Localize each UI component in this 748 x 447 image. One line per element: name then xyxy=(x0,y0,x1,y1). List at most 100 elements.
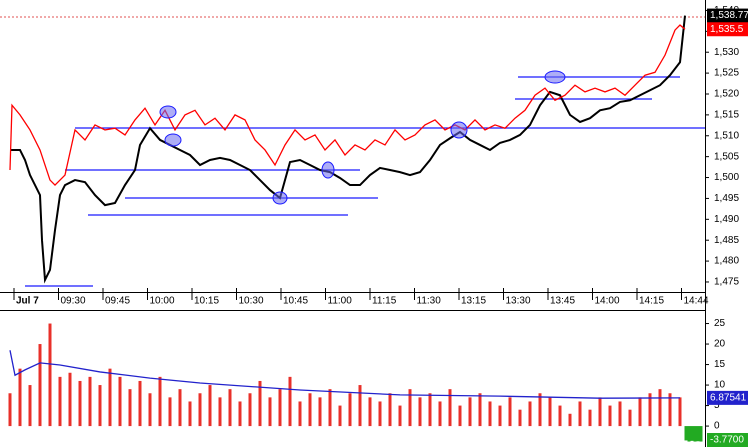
bar xyxy=(108,368,112,427)
bar xyxy=(98,385,102,427)
overlay: 1,538.77 1,535.5 6.87541 -3.7700 xyxy=(707,8,748,447)
bar xyxy=(378,401,382,427)
bar xyxy=(308,393,312,427)
bar xyxy=(218,397,222,427)
x-tick-label: 13:45 xyxy=(550,296,575,307)
x-tick-label: 09:30 xyxy=(61,296,86,307)
bar xyxy=(418,397,422,427)
y-tick-label: 1,515 xyxy=(714,110,739,121)
bar xyxy=(458,405,462,427)
bar xyxy=(608,405,612,427)
x-tick-label: 10:45 xyxy=(283,296,308,307)
bar xyxy=(368,397,372,427)
x-tick-label: 11:30 xyxy=(417,296,442,307)
y-tick-label: 1,485 xyxy=(714,235,739,246)
series-line xyxy=(9,350,681,399)
bar xyxy=(118,376,122,427)
bar xyxy=(498,405,502,427)
y-tick-label: 1,505 xyxy=(714,151,739,162)
bar xyxy=(208,385,212,427)
x-tick-label: 14:15 xyxy=(639,296,664,307)
bar xyxy=(408,389,412,427)
bar xyxy=(228,389,232,427)
frame xyxy=(0,0,706,447)
y-tick-label: 1,510 xyxy=(714,130,739,141)
y-tick-label: 5 xyxy=(714,400,720,411)
bar xyxy=(693,426,697,442)
y-tick-label: 1,475 xyxy=(714,277,739,288)
bar xyxy=(448,389,452,427)
bar xyxy=(168,397,172,427)
bar xyxy=(690,426,694,441)
bar xyxy=(358,385,362,427)
last-value-label: -3.7700 xyxy=(710,435,744,446)
bar xyxy=(538,393,542,427)
bar xyxy=(258,380,262,427)
y-tick-label: 1,500 xyxy=(714,172,739,183)
bar xyxy=(138,380,142,427)
y-tick-label: 20 xyxy=(714,339,726,350)
last-value-label: 6.87541 xyxy=(710,393,747,404)
bar xyxy=(48,323,52,427)
bar xyxy=(488,401,492,427)
series-line xyxy=(9,24,686,186)
bar xyxy=(198,393,202,427)
marker xyxy=(450,121,468,139)
bar xyxy=(178,389,182,427)
bar xyxy=(588,409,592,427)
bar xyxy=(248,393,252,427)
bar xyxy=(638,397,642,427)
y-tick-label: 1,495 xyxy=(714,193,739,204)
x-tick-label: 14:00 xyxy=(595,296,620,307)
levels xyxy=(25,76,705,287)
bar xyxy=(628,409,632,427)
bar xyxy=(598,397,602,427)
bar xyxy=(188,401,192,427)
y-tick-label: 10 xyxy=(714,380,726,391)
bar xyxy=(298,401,302,427)
bar xyxy=(18,368,22,427)
x-tick-label: 13:15 xyxy=(461,296,486,307)
bar xyxy=(568,413,572,427)
last-value-box xyxy=(707,8,748,23)
x-tick-label: 10:30 xyxy=(239,296,264,307)
marker xyxy=(321,161,335,179)
marker xyxy=(159,105,177,119)
bar xyxy=(687,426,691,442)
bar xyxy=(428,393,432,427)
bar xyxy=(268,397,272,427)
x-tick-label: 09:45 xyxy=(105,296,130,307)
bar xyxy=(348,393,352,427)
bar xyxy=(398,405,402,427)
last-value-label: 1,538.77 xyxy=(710,10,748,21)
bar xyxy=(658,389,662,427)
bar xyxy=(8,393,12,427)
bar xyxy=(518,409,522,427)
bar xyxy=(528,401,532,427)
x-tick-label: 14:44 xyxy=(684,296,709,307)
y-tick-label: 1,530 xyxy=(714,47,739,58)
y-tick-label: 0 xyxy=(714,421,720,432)
y-tick-label: 15 xyxy=(714,359,726,370)
x-tick-label: Jul 7 xyxy=(16,296,39,307)
bar xyxy=(158,376,162,427)
y-tick-label: 25 xyxy=(714,318,726,329)
last-value-box xyxy=(707,390,748,405)
bar xyxy=(148,393,152,427)
x-tick-label: 10:00 xyxy=(150,296,175,307)
bar xyxy=(238,401,242,427)
bar xyxy=(68,372,72,427)
bar xyxy=(128,389,132,427)
bar xyxy=(468,397,472,427)
marker xyxy=(272,191,288,205)
x-tick-label: 10:15 xyxy=(194,296,219,307)
bar xyxy=(548,397,552,427)
bar xyxy=(508,397,512,427)
y-tick-label: 1,525 xyxy=(714,68,739,79)
y-tick-label: 1,520 xyxy=(714,89,739,100)
bar xyxy=(58,376,62,427)
bar xyxy=(668,393,672,427)
bar xyxy=(88,376,92,427)
